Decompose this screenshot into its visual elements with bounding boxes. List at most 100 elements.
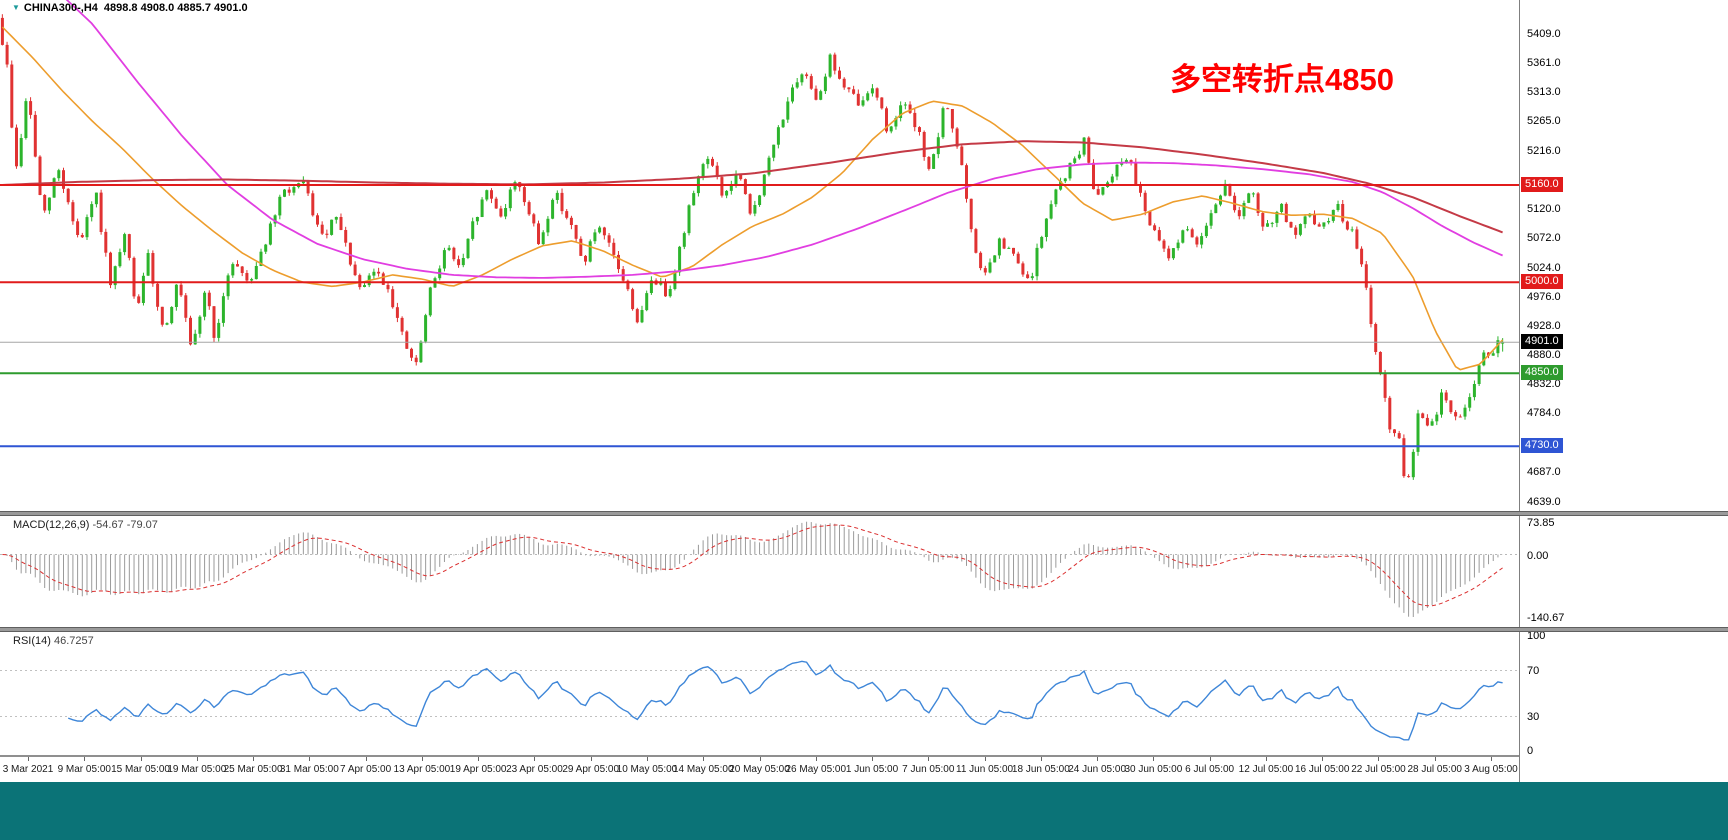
time-axis-tick	[1491, 757, 1492, 761]
macd-values: -54.67 -79.07	[92, 519, 158, 531]
price-axis-label: 5361.0	[1527, 56, 1561, 69]
rsi-title: RSI(14)	[13, 635, 51, 647]
price-axis-label: 4784.0	[1527, 407, 1561, 420]
time-axis-label: 6 Jul 05:00	[1185, 764, 1235, 775]
rsi-pane[interactable]: RSI(14) 46.7257	[0, 632, 1519, 755]
price-level-chip-4730.0[interactable]: 4730.0	[1521, 438, 1563, 454]
time-axis-tick	[1153, 757, 1155, 761]
rsi-label: RSI(14) 46.7257	[13, 635, 94, 647]
time-axis-label: 31 Mar 05:00	[279, 764, 339, 775]
time-axis-label: 30 Jun 05:00	[1124, 764, 1183, 775]
price-level-chip-5160.0[interactable]: 5160.0	[1521, 176, 1563, 192]
time-axis-label: 13 Apr 05:00	[393, 764, 451, 775]
ma-line-fast-orange	[1, 26, 1504, 371]
time-axis-label: 22 Jul 05:00	[1351, 764, 1406, 775]
price-axis-label: 4687.0	[1527, 466, 1561, 479]
time-axis-label: 19 Mar 05:00	[167, 764, 227, 775]
time-axis-tick	[1209, 757, 1211, 761]
time-axis-tick	[759, 757, 761, 761]
time-axis-tick	[478, 757, 480, 761]
main-chart-pane[interactable]: ▼ CHINA300-,H4 4898.8 4908.0 4885.7 4901.0…	[0, 0, 1519, 511]
macd-axis-label: 73.85	[1527, 516, 1555, 529]
time-axis-label: 9 Mar 05:00	[57, 764, 111, 775]
time-axis-label: 12 Jul 05:00	[1238, 764, 1294, 775]
rsi-axis-label: 0	[1527, 745, 1534, 757]
price-axis-label: 5072.0	[1527, 232, 1561, 245]
time-axis-label: 14 May 05:00	[672, 764, 734, 775]
time-axis-tick	[872, 757, 874, 761]
price-axis-label: 5216.0	[1527, 144, 1561, 157]
macd-label: MACD(12,26,9) -54.67 -79.07	[13, 519, 158, 531]
time-axis-label: 11 Jun 05:00	[956, 764, 1014, 775]
time-axis-label: 15 Mar 05:00	[111, 764, 170, 775]
time-axis-label: 3 Mar 2021	[2, 764, 54, 775]
time-axis-tick	[1434, 757, 1436, 761]
rsi-axis-label: 30	[1527, 710, 1540, 723]
price-level-chip-4850.0[interactable]: 4850.0	[1521, 365, 1563, 381]
time-axis-tick	[253, 757, 255, 761]
time-axis-label: 24 Jun 05:00	[1068, 764, 1127, 775]
time-axis-tick	[84, 757, 86, 761]
candles-layer	[0, 14, 1505, 480]
time-axis-tick	[815, 757, 817, 761]
time-axis-label: 16 Jul 05:00	[1294, 764, 1350, 775]
time-axis-label: 10 May 05:00	[616, 764, 678, 775]
symbol-dropdown-icon[interactable]: ▼	[12, 3, 20, 12]
macd-pane[interactable]: MACD(12,26,9) -54.67 -79.07	[0, 516, 1519, 627]
time-axis-tick	[28, 757, 29, 761]
time-axis-tick	[309, 757, 311, 761]
macd-signal-line	[2, 524, 1503, 607]
symbol-period-label: CHINA300-,H4	[23, 2, 98, 14]
time-axis-tick	[590, 757, 592, 761]
price-axis-label: 4880.0	[1527, 349, 1561, 362]
time-axis-label: 7 Apr 05:00	[340, 764, 392, 775]
rsi-axis-label: 100	[1527, 630, 1546, 642]
time-axis-tick	[1378, 757, 1380, 761]
time-axis-tick	[1322, 757, 1324, 761]
time-axis-tick	[534, 757, 536, 761]
time-axis-tick	[140, 757, 142, 761]
time-axis-tick	[421, 757, 423, 761]
ohlc-quote-label: 4898.8 4908.0 4885.7 4901.0	[103, 2, 248, 14]
price-level-chip-5000.0[interactable]: 5000.0	[1521, 274, 1563, 290]
price-axis-label: 5120.0	[1527, 203, 1561, 216]
rsi-value: 46.7257	[53, 635, 94, 647]
time-axis-label: 18 Jun 05:00	[1011, 764, 1070, 775]
time-axis-tick	[196, 757, 198, 761]
time-axis-tick	[1040, 757, 1042, 761]
price-axis[interactable]: 5409.0 5361.0 5313.0 5265.0 5216.0 5120.0 5072…	[1519, 0, 1728, 782]
time-axis-label: 20 May 05:00	[729, 764, 790, 775]
rsi-svg[interactable]	[0, 632, 1519, 755]
price-axis-label: 4976.0	[1527, 290, 1561, 303]
price-axis-label: 5313.0	[1527, 86, 1561, 99]
current-price-chip: 4901.0	[1521, 334, 1563, 350]
time-axis-label: 19 Apr 05:00	[449, 764, 507, 775]
price-axis-label: 5024.0	[1527, 261, 1561, 274]
time-axis-label: 25 Mar 05:00	[223, 764, 283, 775]
time-axis-tick	[646, 757, 648, 761]
macd-axis-label: -140.67	[1527, 611, 1565, 624]
bottom-bar	[0, 782, 1728, 840]
macd-histogram	[6, 521, 1504, 617]
price-axis-label: 4832.0	[1527, 378, 1561, 391]
pane-separator-rsi[interactable]	[0, 627, 1728, 632]
price-axis-label: 5409.0	[1527, 27, 1561, 40]
macd-svg[interactable]	[0, 516, 1519, 627]
macd-axis-label: 0.00	[1527, 549, 1549, 562]
time-axis-tick	[1097, 757, 1099, 761]
rsi-axis-label: 70	[1527, 664, 1540, 677]
time-axis-label: 29 Apr 05:00	[562, 764, 620, 775]
time-axis[interactable]: 3 Mar 2021 9 Mar 05:00 15 Mar 05:00 19 Mar …	[0, 755, 1728, 782]
main-chart-svg[interactable]	[0, 0, 1519, 511]
time-axis-label: 26 May 05:00	[785, 764, 847, 775]
annotation-text: 多空转折点4850	[1170, 62, 1394, 97]
rsi-line	[67, 660, 1503, 741]
time-axis-tick	[1265, 757, 1267, 761]
price-axis-label: 5265.0	[1527, 115, 1561, 128]
symbol-info-bar: ▼ CHINA300-,H4 4898.8 4908.0 4885.7 4901.0	[12, 2, 248, 14]
time-axis-tick	[365, 757, 367, 761]
pane-separator-macd[interactable]	[0, 511, 1728, 516]
time-axis-tick	[703, 757, 705, 761]
time-axis-label: 1 Jun 05:00	[845, 764, 899, 775]
